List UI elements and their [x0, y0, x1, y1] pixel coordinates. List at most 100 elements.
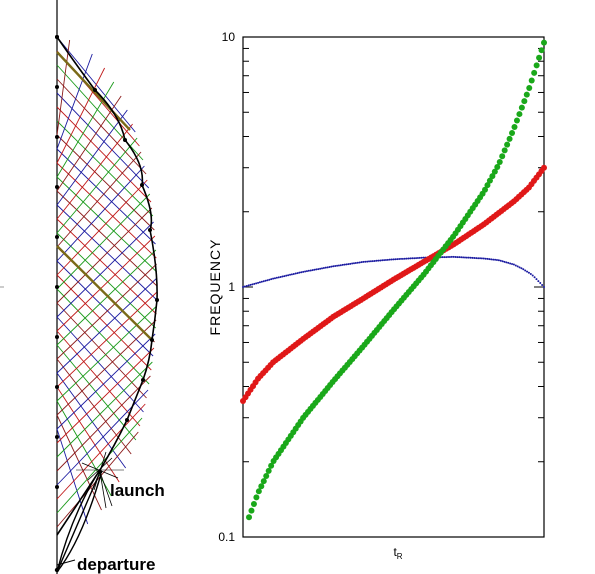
ray-line-up: [56, 109, 128, 206]
axis-point: [55, 385, 59, 389]
series-1-point: [247, 284, 250, 287]
series-3-point: [541, 39, 547, 46]
ray-line-down: [56, 330, 141, 427]
ray-line-down: [56, 428, 89, 525]
series-3-point: [258, 483, 265, 490]
series-3-point: [263, 473, 270, 480]
series-1-point: [260, 280, 263, 283]
axis-point: [55, 85, 59, 89]
ray-line-up: [56, 235, 156, 332]
ray-line-up: [56, 361, 153, 458]
series-1-point: [514, 264, 517, 267]
ray-line-down: [56, 372, 127, 469]
ray-line-up: [56, 207, 153, 304]
series-1-point: [351, 262, 354, 265]
series-1-point: [364, 260, 367, 263]
series-1-point: [270, 278, 273, 281]
series-1-point: [458, 256, 461, 259]
series-3-point: [533, 62, 540, 69]
ray-cross-lines: [56, 36, 158, 528]
series-3-point: [528, 77, 535, 84]
series-1-point: [285, 274, 288, 277]
series-1-point: [369, 260, 372, 263]
series-1-point: [484, 257, 487, 260]
ray-line-up: [56, 123, 133, 220]
series-1-point: [358, 261, 361, 264]
y-tick-label: 10: [222, 30, 236, 44]
series-1-point: [277, 276, 280, 279]
series-1-point: [354, 262, 357, 265]
series-1-point: [257, 281, 260, 284]
series-1-point: [511, 262, 514, 265]
series-1-point: [396, 258, 399, 261]
series-1-point: [356, 261, 359, 264]
series-1-point: [377, 259, 380, 262]
ray-line-up: [56, 67, 105, 164]
series-1-point: [394, 258, 397, 261]
launch-burst: [76, 451, 124, 509]
series-1-point: [255, 282, 258, 285]
series-3-point: [268, 462, 275, 469]
ray-line-up: [56, 221, 154, 318]
series-1-point: [499, 259, 502, 262]
series-1-point: [368, 260, 371, 263]
ray-line-up: [56, 39, 71, 136]
series-1-point: [268, 278, 271, 281]
series-1-point: [307, 269, 310, 272]
ray-line-down: [56, 120, 154, 217]
series-3-point: [536, 54, 543, 61]
series-1-point: [477, 257, 480, 260]
series-1-point: [445, 256, 448, 259]
boundary-point: [140, 183, 144, 187]
series-1: [242, 255, 545, 288]
series-1-point: [283, 275, 286, 278]
series-1-point: [253, 282, 256, 285]
series-1-point: [322, 267, 325, 270]
series-1-point: [339, 264, 342, 267]
ray-line-up: [56, 165, 145, 262]
boundary-point: [141, 378, 145, 382]
axis-point: [55, 35, 59, 39]
series-1-point: [298, 271, 301, 274]
launch-label: launch: [110, 481, 165, 500]
series-1-point: [379, 259, 382, 262]
series-3-point: [531, 69, 538, 76]
series-1-point: [371, 260, 374, 263]
series-1-point: [524, 269, 527, 272]
series-3-point: [496, 159, 503, 166]
series-1-point: [384, 258, 387, 261]
series-3-point: [504, 141, 511, 148]
series-2: [240, 164, 547, 404]
ray-line-down: [56, 232, 156, 329]
y-tick-label: 0.1: [218, 530, 235, 544]
series-3-point: [513, 117, 520, 124]
series-1-point: [309, 269, 312, 272]
series-1-point: [539, 282, 542, 285]
series-1-point: [292, 272, 295, 275]
ray-line-up: [56, 193, 151, 290]
x-axis-label-sub: R: [397, 552, 403, 561]
axis-point: [55, 335, 59, 339]
series-1-point: [469, 256, 472, 259]
ray-line-down: [56, 274, 152, 371]
series-1-point: [262, 280, 265, 283]
boundary-point: [93, 88, 97, 92]
ray-line-down: [56, 162, 157, 259]
series-1-point: [388, 258, 391, 261]
ray-line-down: [56, 176, 158, 273]
ray-line-down: [56, 148, 156, 245]
ray-line-up: [56, 347, 155, 444]
series-1-point: [347, 263, 350, 266]
series-1-point: [479, 257, 482, 260]
series-1-point: [526, 270, 529, 273]
series-1-point: [516, 265, 519, 268]
ray-line-down: [56, 218, 157, 315]
series-1-point: [281, 275, 284, 278]
series-3-point: [516, 111, 523, 118]
series-3-point: [250, 501, 257, 508]
departure-rays: [54, 471, 102, 573]
series-3-point: [501, 147, 508, 154]
axis-point: [55, 235, 59, 239]
series-layer: [240, 39, 547, 521]
series-1-point: [460, 256, 463, 259]
